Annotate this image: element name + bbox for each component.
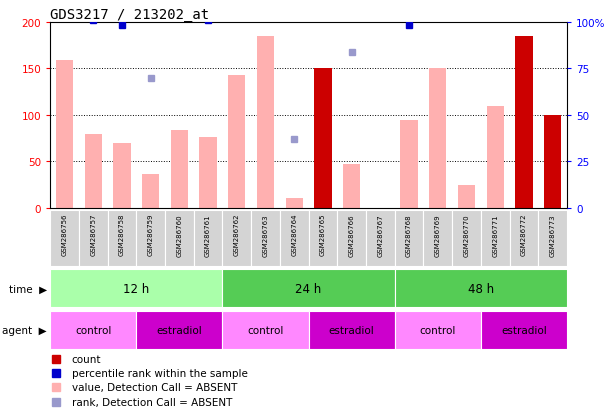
Bar bbox=[50, 211, 79, 266]
Bar bbox=[510, 211, 538, 266]
Bar bbox=[79, 211, 108, 266]
Text: 24 h: 24 h bbox=[296, 282, 321, 295]
Bar bbox=[395, 270, 567, 308]
Bar bbox=[222, 270, 395, 308]
Bar bbox=[515, 37, 533, 209]
Bar bbox=[280, 211, 309, 266]
Text: GSM286766: GSM286766 bbox=[349, 214, 354, 256]
Bar bbox=[222, 211, 251, 266]
Text: GSM286765: GSM286765 bbox=[320, 214, 326, 256]
Bar bbox=[108, 211, 136, 266]
Bar bbox=[395, 211, 423, 266]
Bar bbox=[458, 185, 475, 209]
Bar bbox=[194, 211, 222, 266]
Bar bbox=[113, 143, 131, 209]
Bar bbox=[285, 198, 303, 209]
Bar bbox=[84, 134, 102, 209]
Text: GSM286760: GSM286760 bbox=[177, 214, 182, 256]
Text: GSM286773: GSM286773 bbox=[550, 214, 555, 256]
Text: value, Detection Call = ABSENT: value, Detection Call = ABSENT bbox=[72, 382, 237, 392]
Text: GSM286759: GSM286759 bbox=[148, 214, 153, 256]
Text: GSM286756: GSM286756 bbox=[62, 214, 67, 256]
Text: GSM286762: GSM286762 bbox=[234, 214, 240, 256]
Bar bbox=[343, 165, 360, 209]
Bar bbox=[136, 311, 222, 349]
Bar bbox=[136, 211, 165, 266]
Bar bbox=[50, 270, 222, 308]
Text: estradiol: estradiol bbox=[329, 325, 375, 335]
Text: count: count bbox=[72, 354, 101, 364]
Text: GDS3217 / 213202_at: GDS3217 / 213202_at bbox=[50, 8, 209, 22]
Text: GSM286768: GSM286768 bbox=[406, 214, 412, 256]
Text: estradiol: estradiol bbox=[156, 325, 202, 335]
Bar bbox=[199, 138, 217, 209]
Text: GSM286767: GSM286767 bbox=[378, 214, 383, 256]
Bar bbox=[400, 120, 418, 209]
Bar bbox=[366, 211, 395, 266]
Text: GSM286757: GSM286757 bbox=[90, 214, 96, 256]
Text: agent  ▶: agent ▶ bbox=[2, 325, 47, 335]
Text: GSM286769: GSM286769 bbox=[435, 214, 441, 256]
Bar bbox=[481, 311, 567, 349]
Bar bbox=[228, 76, 246, 209]
Text: estradiol: estradiol bbox=[501, 325, 547, 335]
Text: control: control bbox=[247, 325, 284, 335]
Text: control: control bbox=[420, 325, 456, 335]
Bar bbox=[423, 211, 452, 266]
Text: time  ▶: time ▶ bbox=[9, 284, 47, 294]
Text: rank, Detection Call = ABSENT: rank, Detection Call = ABSENT bbox=[72, 397, 232, 407]
Bar bbox=[538, 211, 567, 266]
Bar bbox=[165, 211, 194, 266]
Text: GSM286761: GSM286761 bbox=[205, 214, 211, 256]
Bar bbox=[309, 311, 395, 349]
Text: 48 h: 48 h bbox=[468, 282, 494, 295]
Bar bbox=[56, 61, 73, 209]
Bar bbox=[429, 69, 447, 209]
Text: GSM286763: GSM286763 bbox=[263, 214, 268, 256]
Bar bbox=[314, 69, 332, 209]
Bar bbox=[50, 311, 136, 349]
Bar bbox=[395, 311, 481, 349]
Text: 12 h: 12 h bbox=[123, 282, 149, 295]
Bar bbox=[251, 211, 280, 266]
Bar bbox=[170, 131, 188, 209]
Bar bbox=[257, 37, 274, 209]
Bar bbox=[309, 211, 337, 266]
Bar bbox=[337, 211, 366, 266]
Bar bbox=[544, 116, 562, 209]
Bar bbox=[452, 211, 481, 266]
Text: GSM286758: GSM286758 bbox=[119, 214, 125, 256]
Bar bbox=[486, 106, 504, 209]
Text: percentile rank within the sample: percentile rank within the sample bbox=[72, 368, 247, 378]
Text: control: control bbox=[75, 325, 111, 335]
Text: GSM286764: GSM286764 bbox=[291, 214, 297, 256]
Bar bbox=[142, 174, 159, 209]
Bar bbox=[481, 211, 510, 266]
Text: GSM286771: GSM286771 bbox=[492, 214, 498, 256]
Text: GSM286772: GSM286772 bbox=[521, 214, 527, 256]
Bar bbox=[222, 311, 309, 349]
Text: GSM286770: GSM286770 bbox=[464, 214, 469, 256]
